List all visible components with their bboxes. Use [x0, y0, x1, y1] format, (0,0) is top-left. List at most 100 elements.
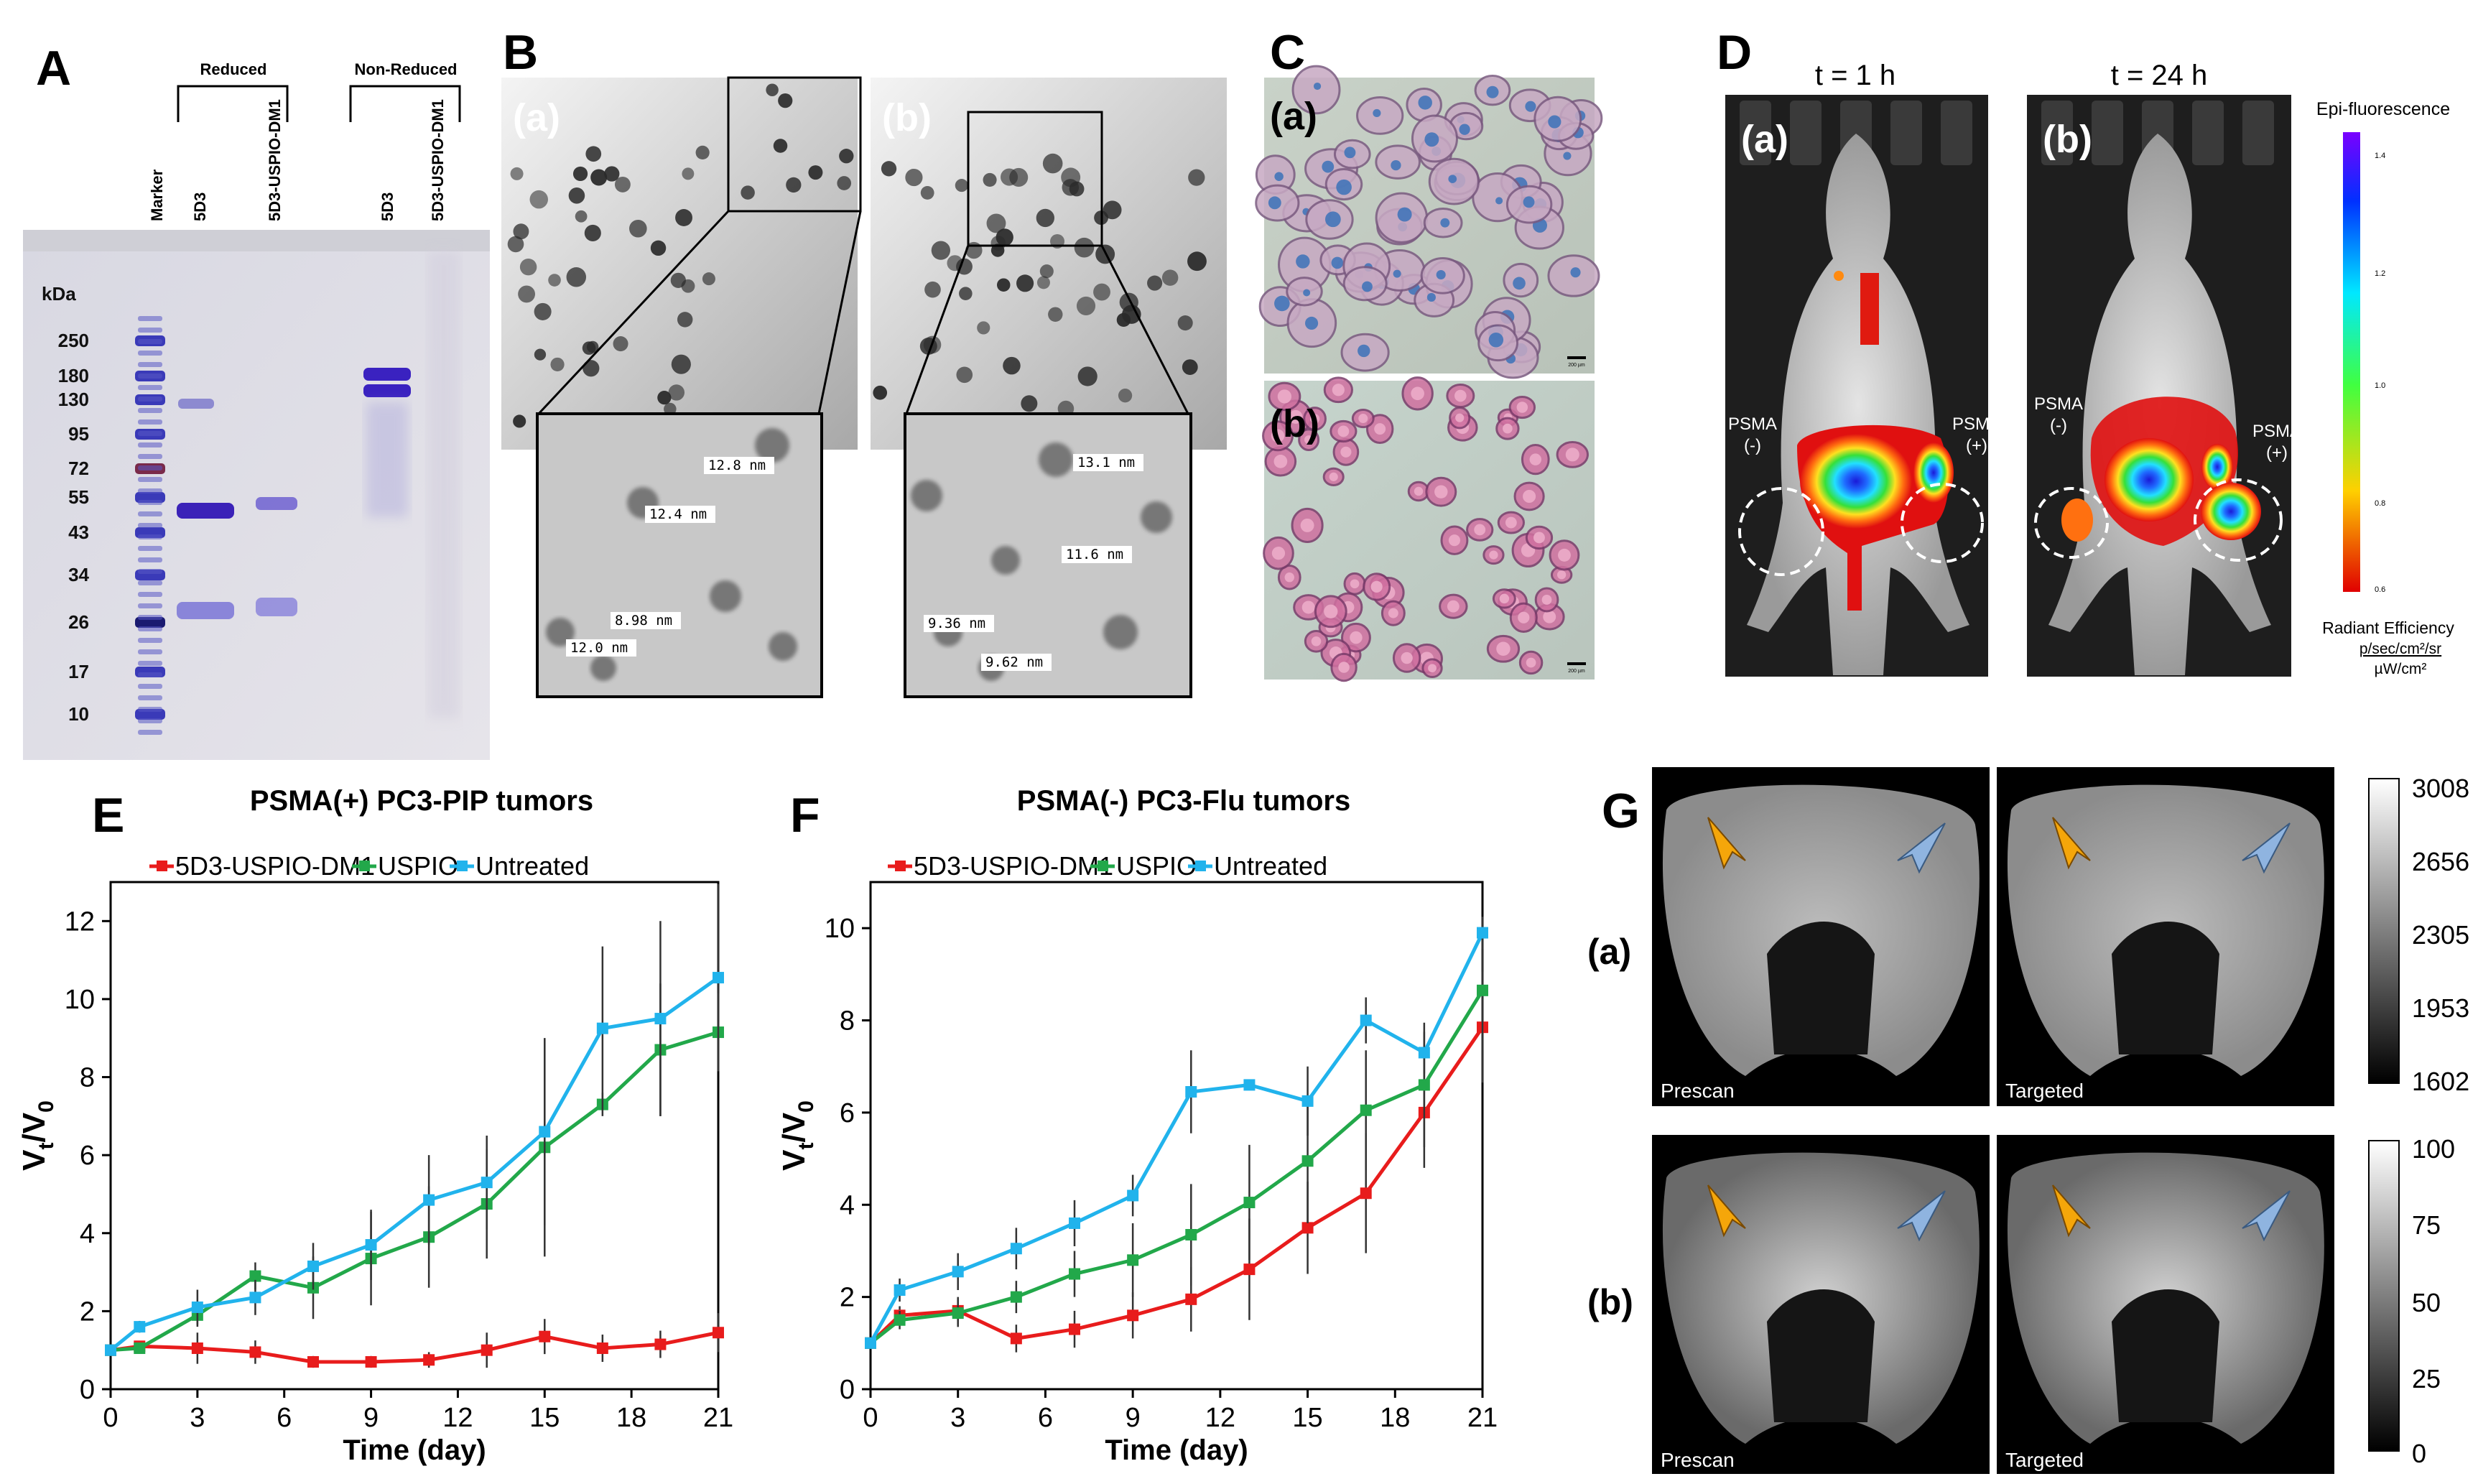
cell-nucleus — [1401, 651, 1413, 664]
psma-pos-tumor-outline — [1901, 483, 1984, 563]
data-point — [1243, 1197, 1256, 1209]
holder-peg — [2192, 101, 2224, 165]
cells-negative-control — [1262, 376, 1589, 682]
plot-area — [109, 881, 720, 1391]
x-tick-label: 12 — [1205, 1403, 1235, 1433]
conjugate-nonreduced-lane — [428, 251, 460, 718]
nanoparticle — [983, 172, 997, 187]
nanoparticle — [695, 145, 710, 160]
data-point — [249, 1346, 261, 1358]
y-tick-label: 0 — [80, 1375, 95, 1405]
marker-band-faint — [138, 488, 162, 493]
panel-c: C (a) (b) 200 µm 200 µm — [1255, 25, 1603, 682]
mri-a-prescan-label: Prescan — [1661, 1080, 1735, 1102]
iron-stain — [1362, 281, 1373, 292]
marker-band-faint — [138, 500, 162, 505]
data-point — [1418, 1047, 1430, 1059]
cell-nucleus — [1448, 534, 1461, 547]
data-point — [249, 1270, 261, 1282]
nanoparticle — [664, 402, 677, 416]
arrow-psma-pos — [2052, 1184, 2091, 1238]
marker-band-faint — [138, 684, 162, 689]
marker-band-faint — [138, 351, 162, 356]
iron-stain — [1459, 124, 1470, 135]
mri-cb-a-tick-1: 3008 — [2412, 774, 2469, 803]
cell-nucleus — [1271, 429, 1285, 442]
data-point — [481, 1344, 493, 1356]
cell-nucleus — [1533, 532, 1545, 544]
nanoparticle — [947, 255, 963, 272]
mri-cb-a-tick-4: 1953 — [2412, 993, 2469, 1023]
cell-nucleus — [1273, 455, 1288, 468]
marker-lane — [135, 316, 165, 735]
nanoparticle — [1076, 296, 1096, 315]
arrow-psma-neg — [2242, 1190, 2291, 1242]
legend-label: USPIO — [378, 851, 458, 881]
inset-nanoparticle — [769, 632, 797, 661]
inset-nanoparticle — [1103, 615, 1138, 649]
nanoparticle — [675, 209, 692, 226]
psma-pos-sign-24h: (+) — [2266, 443, 2288, 463]
hotspot — [1834, 271, 1844, 281]
zoom-line-a1 — [537, 210, 730, 415]
data-point — [1360, 1014, 1372, 1026]
mri-colorbar-b — [2368, 1140, 2400, 1452]
iron-stain — [1393, 269, 1401, 278]
cell-nucleus — [1340, 446, 1352, 458]
y-tick-label: 0 — [840, 1375, 855, 1405]
data-point — [1477, 927, 1488, 939]
nanoparticle — [996, 228, 1013, 246]
nanoparticle — [741, 185, 755, 200]
cell-nucleus — [1338, 662, 1350, 673]
nanoparticle — [1187, 251, 1207, 272]
y-tick-label: 10 — [825, 914, 855, 944]
kda-tick: 180 — [58, 365, 89, 386]
data-point — [1127, 1254, 1139, 1266]
marker-band-faint — [138, 419, 162, 425]
nanoparticle — [778, 93, 793, 108]
band-light-chain — [177, 602, 234, 619]
ivis-a-label: (a) — [1741, 118, 1788, 161]
nanoparticle — [955, 179, 968, 193]
holder-peg — [2092, 101, 2123, 165]
y-tick-label: 8 — [840, 1006, 855, 1037]
data-point — [307, 1260, 319, 1272]
mri-cb-b-tick-2: 75 — [2412, 1210, 2441, 1240]
series-line — [110, 1030, 719, 1353]
cell-nucleus — [1434, 485, 1448, 498]
holder-peg — [2041, 101, 2073, 165]
data-point — [1477, 984, 1488, 996]
iron-stain — [1274, 172, 1284, 182]
marker-band-faint — [138, 546, 162, 551]
nanoparticle — [1042, 153, 1063, 174]
band-heavy-chain-dimer — [178, 399, 214, 409]
scale-bar-a-label: 200 µm — [1568, 363, 1585, 368]
cell-nucleus — [1388, 608, 1398, 618]
nanoparticle — [1177, 315, 1193, 331]
cell-nucleus — [1496, 641, 1511, 656]
x-axis-label: Time (day) — [343, 1434, 486, 1466]
x-tick-label: 3 — [190, 1403, 205, 1433]
marker-band-faint — [138, 661, 162, 666]
nanoparticle — [590, 169, 608, 186]
y-tick-label: 2 — [840, 1283, 855, 1313]
iron-stain — [1397, 207, 1412, 222]
measurement-a: 12.8 nm — [708, 458, 766, 473]
data-point — [539, 1330, 551, 1342]
iron-stain — [1563, 152, 1572, 160]
data-point — [105, 1344, 116, 1356]
nanoparticle — [566, 267, 587, 287]
nanoparticle — [1122, 305, 1141, 324]
marker-band-faint — [138, 615, 162, 620]
band-intact-igg-1 — [363, 368, 411, 381]
mri-a-targeted-label: Targeted — [2005, 1080, 2084, 1102]
psma-neg-label-24h: PSMA — [2034, 394, 2083, 414]
zoom-box-b — [967, 111, 1103, 247]
data-point — [539, 1126, 551, 1138]
data-point — [654, 1338, 667, 1350]
cells-prussian-blue-positive — [1255, 65, 1603, 379]
nanoparticle — [507, 236, 524, 253]
nanoparticle — [956, 366, 973, 384]
iron-stain — [1336, 179, 1352, 195]
iron-stain — [1436, 269, 1446, 280]
